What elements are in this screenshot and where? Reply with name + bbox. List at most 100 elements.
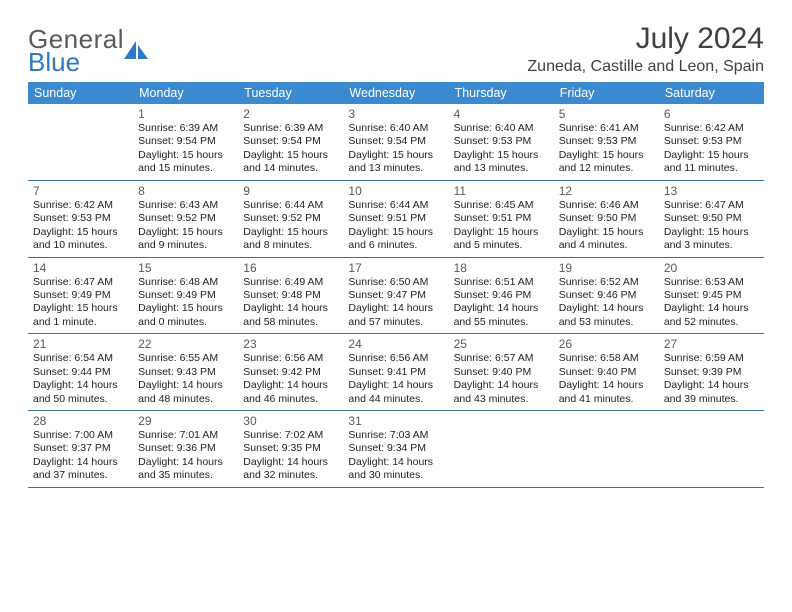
info-line: Sunrise: 6:45 AM xyxy=(454,199,549,212)
info-line: Daylight: 15 hours xyxy=(243,149,338,162)
day-cell: 27Sunrise: 6:59 AMSunset: 9:39 PMDayligh… xyxy=(659,334,764,410)
info-line: Sunrise: 6:51 AM xyxy=(454,276,549,289)
info-line: Sunset: 9:53 PM xyxy=(454,135,549,148)
info-line: and 12 minutes. xyxy=(559,162,654,175)
day-number: 5 xyxy=(559,107,654,121)
info-line: and 50 minutes. xyxy=(33,393,128,406)
day-cell: 2Sunrise: 6:39 AMSunset: 9:54 PMDaylight… xyxy=(238,104,343,180)
day-info: Sunrise: 6:41 AMSunset: 9:53 PMDaylight:… xyxy=(559,122,654,176)
day-cell: 15Sunrise: 6:48 AMSunset: 9:49 PMDayligh… xyxy=(133,258,238,334)
day-info: Sunrise: 6:57 AMSunset: 9:40 PMDaylight:… xyxy=(454,352,549,406)
day-cell: 3Sunrise: 6:40 AMSunset: 9:54 PMDaylight… xyxy=(343,104,448,180)
info-line: Sunset: 9:47 PM xyxy=(348,289,443,302)
info-line: Sunset: 9:44 PM xyxy=(33,366,128,379)
info-line: and 6 minutes. xyxy=(348,239,443,252)
info-line: Sunrise: 7:03 AM xyxy=(348,429,443,442)
week-row: 14Sunrise: 6:47 AMSunset: 9:49 PMDayligh… xyxy=(28,258,764,335)
day-number: 29 xyxy=(138,414,233,428)
day-info: Sunrise: 6:59 AMSunset: 9:39 PMDaylight:… xyxy=(664,352,759,406)
info-line: Daylight: 15 hours xyxy=(138,226,233,239)
info-line: Sunset: 9:36 PM xyxy=(138,442,233,455)
day-number: 30 xyxy=(243,414,338,428)
info-line: Daylight: 15 hours xyxy=(664,226,759,239)
day-info: Sunrise: 6:46 AMSunset: 9:50 PMDaylight:… xyxy=(559,199,654,253)
day-cell: 26Sunrise: 6:58 AMSunset: 9:40 PMDayligh… xyxy=(554,334,659,410)
day-cell xyxy=(554,411,659,487)
day-of-week-cell: Thursday xyxy=(449,82,554,104)
day-cell: 12Sunrise: 6:46 AMSunset: 9:50 PMDayligh… xyxy=(554,181,659,257)
info-line: Daylight: 15 hours xyxy=(454,226,549,239)
day-cell: 9Sunrise: 6:44 AMSunset: 9:52 PMDaylight… xyxy=(238,181,343,257)
logo-word-2: Blue xyxy=(28,51,124,74)
day-cell: 5Sunrise: 6:41 AMSunset: 9:53 PMDaylight… xyxy=(554,104,659,180)
info-line: Daylight: 14 hours xyxy=(243,456,338,469)
day-info: Sunrise: 7:02 AMSunset: 9:35 PMDaylight:… xyxy=(243,429,338,483)
info-line: Daylight: 14 hours xyxy=(243,379,338,392)
day-cell: 18Sunrise: 6:51 AMSunset: 9:46 PMDayligh… xyxy=(449,258,554,334)
week-row: 7Sunrise: 6:42 AMSunset: 9:53 PMDaylight… xyxy=(28,181,764,258)
day-cell: 19Sunrise: 6:52 AMSunset: 9:46 PMDayligh… xyxy=(554,258,659,334)
day-cell: 14Sunrise: 6:47 AMSunset: 9:49 PMDayligh… xyxy=(28,258,133,334)
day-cell xyxy=(28,104,133,180)
day-cell: 4Sunrise: 6:40 AMSunset: 9:53 PMDaylight… xyxy=(449,104,554,180)
day-number: 28 xyxy=(33,414,128,428)
info-line: and 52 minutes. xyxy=(664,316,759,329)
day-info: Sunrise: 6:43 AMSunset: 9:52 PMDaylight:… xyxy=(138,199,233,253)
info-line: Daylight: 14 hours xyxy=(454,302,549,315)
day-number: 14 xyxy=(33,261,128,275)
day-info: Sunrise: 6:40 AMSunset: 9:53 PMDaylight:… xyxy=(454,122,549,176)
info-line: Sunset: 9:41 PM xyxy=(348,366,443,379)
info-line: Sunset: 9:52 PM xyxy=(243,212,338,225)
month-title: July 2024 xyxy=(527,22,764,56)
info-line: and 3 minutes. xyxy=(664,239,759,252)
day-info: Sunrise: 6:45 AMSunset: 9:51 PMDaylight:… xyxy=(454,199,549,253)
week-row: 1Sunrise: 6:39 AMSunset: 9:54 PMDaylight… xyxy=(28,104,764,181)
day-cell: 24Sunrise: 6:56 AMSunset: 9:41 PMDayligh… xyxy=(343,334,448,410)
info-line: Sunset: 9:37 PM xyxy=(33,442,128,455)
info-line: Sunrise: 6:40 AM xyxy=(454,122,549,135)
day-info: Sunrise: 6:48 AMSunset: 9:49 PMDaylight:… xyxy=(138,276,233,330)
info-line: Sunset: 9:52 PM xyxy=(138,212,233,225)
info-line: Sunrise: 6:40 AM xyxy=(348,122,443,135)
day-number: 26 xyxy=(559,337,654,351)
info-line: Sunrise: 6:58 AM xyxy=(559,352,654,365)
info-line: Sunset: 9:49 PM xyxy=(138,289,233,302)
info-line: Sunset: 9:42 PM xyxy=(243,366,338,379)
day-number: 16 xyxy=(243,261,338,275)
day-of-week-cell: Friday xyxy=(554,82,659,104)
info-line: Daylight: 15 hours xyxy=(243,226,338,239)
day-number: 13 xyxy=(664,184,759,198)
day-cell: 20Sunrise: 6:53 AMSunset: 9:45 PMDayligh… xyxy=(659,258,764,334)
info-line: Sunset: 9:49 PM xyxy=(33,289,128,302)
day-cell: 10Sunrise: 6:44 AMSunset: 9:51 PMDayligh… xyxy=(343,181,448,257)
info-line: and 0 minutes. xyxy=(138,316,233,329)
day-cell: 1Sunrise: 6:39 AMSunset: 9:54 PMDaylight… xyxy=(133,104,238,180)
day-cell: 11Sunrise: 6:45 AMSunset: 9:51 PMDayligh… xyxy=(449,181,554,257)
day-cell xyxy=(449,411,554,487)
day-number: 20 xyxy=(664,261,759,275)
day-number: 2 xyxy=(243,107,338,121)
info-line: Sunrise: 6:49 AM xyxy=(243,276,338,289)
info-line: Daylight: 14 hours xyxy=(33,456,128,469)
info-line: and 43 minutes. xyxy=(454,393,549,406)
info-line: Daylight: 15 hours xyxy=(348,226,443,239)
day-number: 1 xyxy=(138,107,233,121)
day-info: Sunrise: 6:49 AMSunset: 9:48 PMDaylight:… xyxy=(243,276,338,330)
info-line: Sunset: 9:53 PM xyxy=(664,135,759,148)
info-line: and 44 minutes. xyxy=(348,393,443,406)
day-number: 21 xyxy=(33,337,128,351)
info-line: and 41 minutes. xyxy=(559,393,654,406)
day-number: 3 xyxy=(348,107,443,121)
info-line: Daylight: 15 hours xyxy=(559,226,654,239)
info-line: and 37 minutes. xyxy=(33,469,128,482)
info-line: Daylight: 14 hours xyxy=(664,379,759,392)
info-line: and 1 minute. xyxy=(33,316,128,329)
day-cell: 29Sunrise: 7:01 AMSunset: 9:36 PMDayligh… xyxy=(133,411,238,487)
day-number: 19 xyxy=(559,261,654,275)
info-line: Daylight: 15 hours xyxy=(664,149,759,162)
day-number: 4 xyxy=(454,107,549,121)
day-info: Sunrise: 6:56 AMSunset: 9:41 PMDaylight:… xyxy=(348,352,443,406)
day-number: 6 xyxy=(664,107,759,121)
day-of-week-cell: Monday xyxy=(133,82,238,104)
header: General Blue July 2024 Zuneda, Castille … xyxy=(28,22,764,76)
